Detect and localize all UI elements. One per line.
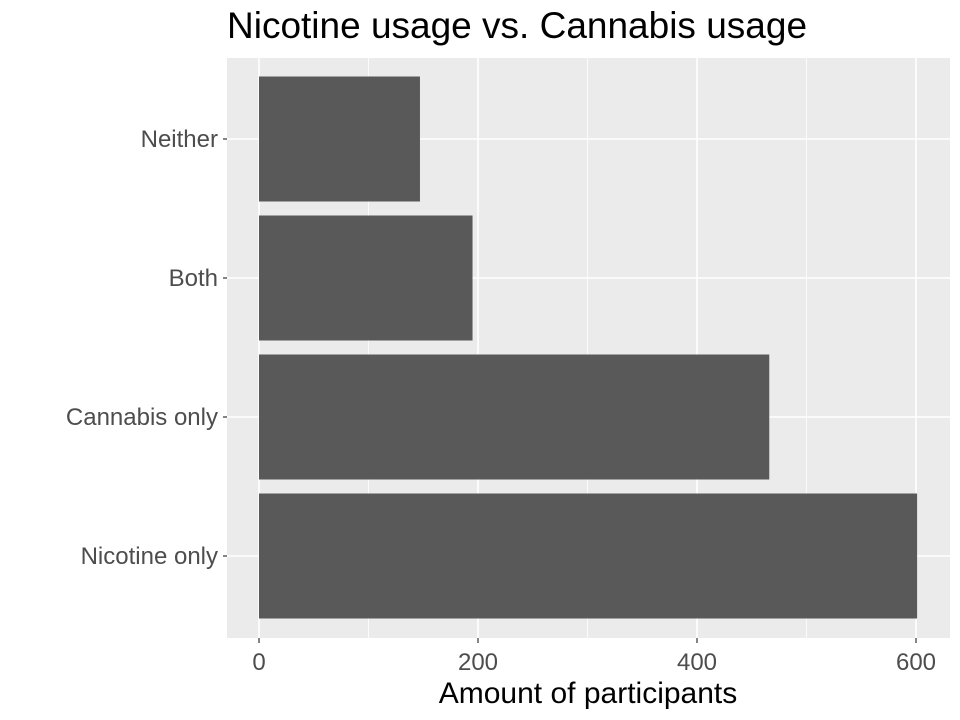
- y-tick-label: Neither: [141, 126, 218, 153]
- bar-both: [259, 215, 473, 341]
- x-tick-label: 400: [677, 649, 717, 676]
- bar-neither: [259, 76, 420, 202]
- bar-cannabis-only: [259, 354, 770, 480]
- chart-title: Nicotine usage vs. Cannabis usage: [227, 5, 807, 46]
- x-tick-label: 200: [458, 649, 498, 676]
- y-tick-label: Nicotine only: [81, 543, 218, 570]
- bar-nicotine-only: [259, 493, 918, 619]
- x-tick-label: 600: [896, 649, 936, 676]
- x-axis: 0 200 400 600: [252, 638, 936, 676]
- bars: [259, 76, 918, 619]
- y-tick-label: Both: [169, 265, 218, 292]
- x-axis-label: Amount of participants: [439, 677, 738, 710]
- y-axis: Nicotine only Cannabis only Both Neither: [66, 126, 227, 570]
- x-tick-label: 0: [252, 649, 265, 676]
- y-tick-label: Cannabis only: [66, 404, 218, 431]
